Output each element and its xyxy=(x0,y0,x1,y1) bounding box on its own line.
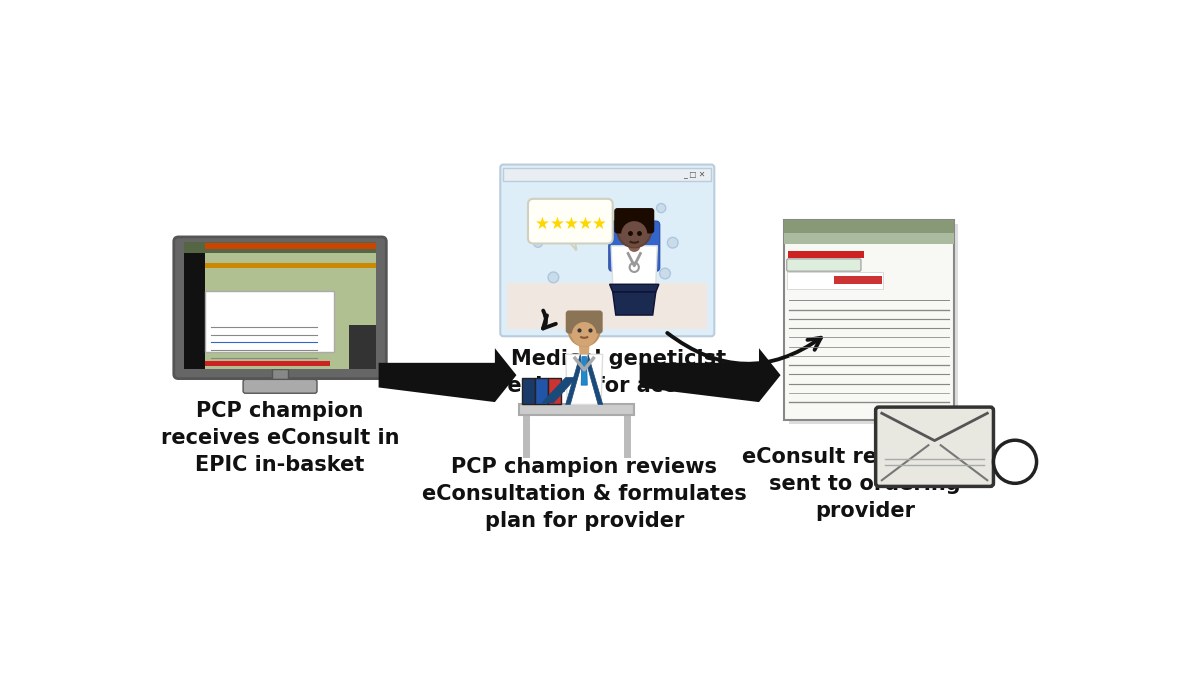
Circle shape xyxy=(533,238,542,247)
Polygon shape xyxy=(581,356,587,385)
Circle shape xyxy=(548,272,559,283)
Polygon shape xyxy=(518,404,635,415)
FancyBboxPatch shape xyxy=(205,292,334,352)
Circle shape xyxy=(628,240,641,252)
Text: _ □ ✕: _ □ ✕ xyxy=(683,170,706,179)
FancyBboxPatch shape xyxy=(787,272,883,289)
FancyBboxPatch shape xyxy=(834,276,882,284)
FancyBboxPatch shape xyxy=(184,242,377,253)
Circle shape xyxy=(540,202,552,214)
Text: ★: ★ xyxy=(564,215,578,234)
Circle shape xyxy=(622,221,647,247)
FancyBboxPatch shape xyxy=(184,242,377,369)
FancyBboxPatch shape xyxy=(349,325,377,369)
FancyBboxPatch shape xyxy=(174,237,386,379)
Polygon shape xyxy=(578,344,589,354)
FancyBboxPatch shape xyxy=(205,263,377,268)
FancyBboxPatch shape xyxy=(565,310,602,333)
Text: PCP champion
receives eConsult in
EPIC in-basket: PCP champion receives eConsult in EPIC i… xyxy=(161,400,400,475)
FancyBboxPatch shape xyxy=(614,208,654,234)
FancyBboxPatch shape xyxy=(785,234,954,244)
Circle shape xyxy=(656,203,666,213)
FancyBboxPatch shape xyxy=(244,379,317,394)
Circle shape xyxy=(994,440,1037,483)
Text: eConsult response is
sent to ordering
provider: eConsult response is sent to ordering pr… xyxy=(743,447,988,521)
FancyBboxPatch shape xyxy=(184,253,205,369)
FancyBboxPatch shape xyxy=(548,378,562,404)
Polygon shape xyxy=(640,348,780,402)
Circle shape xyxy=(617,213,652,247)
Polygon shape xyxy=(611,246,658,284)
Polygon shape xyxy=(610,284,659,292)
Text: ★: ★ xyxy=(535,215,550,234)
Polygon shape xyxy=(565,354,581,404)
Text: Medical geneticist
reviews for accuracy: Medical geneticist reviews for accuracy xyxy=(497,349,740,396)
Polygon shape xyxy=(587,354,602,404)
FancyBboxPatch shape xyxy=(787,259,860,271)
FancyBboxPatch shape xyxy=(876,407,994,487)
FancyBboxPatch shape xyxy=(785,219,954,234)
FancyBboxPatch shape xyxy=(608,221,660,271)
Text: ★: ★ xyxy=(592,215,607,234)
Polygon shape xyxy=(379,348,516,402)
Polygon shape xyxy=(565,354,602,404)
Text: PCP champion reviews
eConsultation & formulates
plan for provider: PCP champion reviews eConsultation & for… xyxy=(422,457,746,531)
Circle shape xyxy=(569,315,600,346)
Text: ★: ★ xyxy=(578,215,593,234)
Polygon shape xyxy=(542,377,576,403)
FancyBboxPatch shape xyxy=(535,378,548,404)
Circle shape xyxy=(660,268,671,279)
FancyBboxPatch shape xyxy=(508,283,708,329)
FancyBboxPatch shape xyxy=(790,224,959,425)
Polygon shape xyxy=(566,238,576,250)
FancyBboxPatch shape xyxy=(205,361,330,367)
Circle shape xyxy=(667,238,678,248)
FancyBboxPatch shape xyxy=(528,199,613,244)
FancyBboxPatch shape xyxy=(500,165,714,336)
Polygon shape xyxy=(272,369,288,383)
FancyBboxPatch shape xyxy=(522,378,535,404)
FancyBboxPatch shape xyxy=(785,219,954,420)
Polygon shape xyxy=(613,292,656,315)
FancyBboxPatch shape xyxy=(205,243,377,248)
Text: ★: ★ xyxy=(550,215,564,234)
Circle shape xyxy=(572,322,596,347)
FancyBboxPatch shape xyxy=(788,251,864,258)
FancyBboxPatch shape xyxy=(503,167,712,182)
